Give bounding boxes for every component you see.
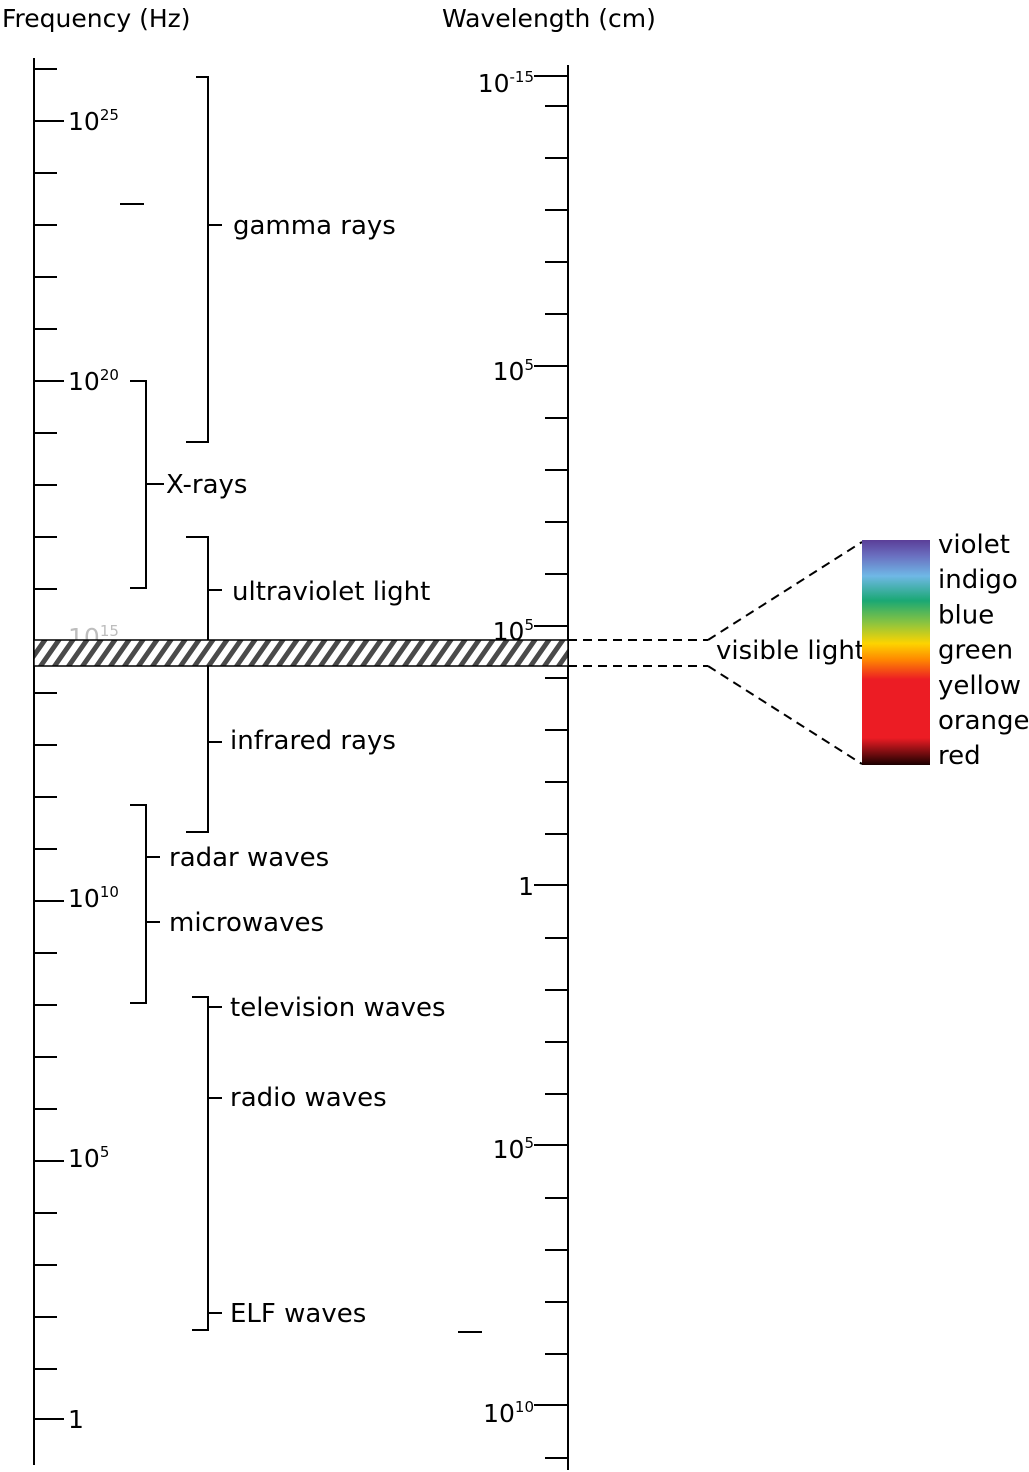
frequency-tick-label: 1010 xyxy=(68,883,119,913)
radio-bracket xyxy=(192,996,222,1331)
frequency-tick-label: 1 xyxy=(68,1405,84,1434)
spectrum-label-green: green xyxy=(938,636,1013,666)
radar-waves-label: radar waves xyxy=(169,843,329,873)
spectrum-label-violet: violet xyxy=(938,530,1010,560)
x-rays-bracket xyxy=(130,380,164,589)
gamma-rays-bracket xyxy=(186,76,222,443)
radio-waves-label: radio waves xyxy=(230,1083,387,1113)
spectrum-label-red: red xyxy=(938,741,981,771)
frequency-axis-ticks xyxy=(34,68,64,1420)
microwaves-label: microwaves xyxy=(169,908,324,938)
frequency-tick-label: 1020 xyxy=(68,366,119,396)
wavelength-axis-ticks xyxy=(534,75,568,1459)
spectrum-color-labels: violet indigo blue green yellow orange red xyxy=(938,530,1029,771)
ultraviolet-light-label: ultraviolet light xyxy=(232,577,430,607)
visible-light-band xyxy=(33,639,569,667)
spectrum-label-blue: blue xyxy=(938,600,994,630)
infrared-rays-label: infrared rays xyxy=(230,726,396,756)
frequency-axis xyxy=(33,58,64,1465)
wavelength-axis-title: Wavelength (cm) xyxy=(442,4,656,33)
elf-waves-label: ELF waves xyxy=(230,1299,366,1329)
gamma-rays-label: gamma rays xyxy=(233,211,396,241)
spectrum-label-orange: orange xyxy=(938,706,1029,736)
wavelength-tick-label: 105 xyxy=(493,356,534,386)
wavelength-axis xyxy=(534,65,569,1470)
frequency-tick-label: 105 xyxy=(68,1143,109,1173)
x-rays-label: X-rays xyxy=(166,470,247,500)
television-waves-label: television waves xyxy=(230,993,446,1023)
spectrum-label-indigo: indigo xyxy=(938,565,1018,595)
microwave-bracket xyxy=(130,804,160,1004)
wavelength-tick-label: 105 xyxy=(493,1134,534,1164)
wavelength-tick-label: 1 xyxy=(518,872,534,901)
visible-light-label: visible light xyxy=(716,636,865,666)
visible-light-connector xyxy=(568,541,863,765)
visible-spectrum-swatch xyxy=(862,540,930,765)
optical-bracket xyxy=(186,536,222,833)
wavelength-tick-label: 10-15 xyxy=(478,68,534,98)
spectrum-label-yellow: yellow xyxy=(938,671,1021,701)
wavelength-tick-label: 1010 xyxy=(483,1398,534,1428)
frequency-tick-label: 1025 xyxy=(68,106,119,136)
frequency-axis-title: Frequency (Hz) xyxy=(2,4,191,33)
